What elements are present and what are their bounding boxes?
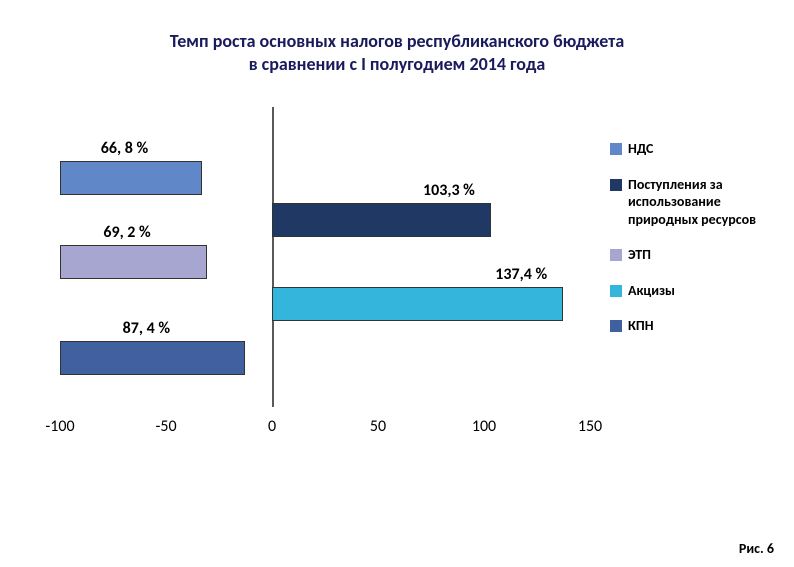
x-axis: -100-50050100150 bbox=[60, 417, 590, 447]
plot-region: 66, 8 % 103,3 % 69, 2 % 137,4 % 87, 4 % bbox=[60, 107, 590, 407]
title-line-2: в сравнении с I полугодием 2014 года bbox=[249, 53, 546, 75]
legend-swatch bbox=[610, 249, 622, 261]
x-tick: -100 bbox=[45, 417, 74, 436]
legend-label: ЭТП bbox=[628, 246, 651, 264]
legend: НДС Поступления за использование природны… bbox=[610, 140, 780, 353]
y-axis-line bbox=[272, 107, 274, 407]
x-tick: 100 bbox=[472, 417, 496, 436]
legend-item: НДС bbox=[610, 140, 780, 158]
bar-Ресурсы bbox=[272, 203, 491, 237]
legend-swatch bbox=[610, 179, 622, 191]
legend-item: Акцизы bbox=[610, 282, 780, 300]
page: Темп роста основных налогов республиканс… bbox=[0, 0, 794, 567]
x-tick: -50 bbox=[155, 417, 176, 436]
legend-item: Поступления за использование природных р… bbox=[610, 176, 780, 229]
bar-label-ЭТП: 69, 2 % bbox=[103, 223, 150, 242]
bar-label-Ресурсы: 103,3 % bbox=[423, 181, 475, 200]
legend-label: НДС bbox=[628, 140, 653, 158]
bar-label-Акцизы: 137,4 % bbox=[495, 265, 547, 284]
x-tick: 150 bbox=[578, 417, 602, 436]
x-tick: 50 bbox=[370, 417, 386, 436]
bar-ЭТП bbox=[60, 245, 207, 279]
bar-НДС bbox=[60, 161, 202, 195]
bar-label-НДС: 66, 8 % bbox=[101, 139, 148, 158]
title-line-1: Темп роста основных налогов республиканс… bbox=[170, 30, 624, 52]
legend-label: Поступления за использование природных р… bbox=[628, 176, 780, 229]
chart-area: 66, 8 %103,3 %69, 2 %137,4 %87, 4 % -100… bbox=[60, 107, 590, 457]
legend-item: КПН bbox=[610, 317, 780, 335]
chart-title: Темп роста основных налогов республиканс… bbox=[40, 30, 754, 77]
legend-swatch bbox=[610, 320, 622, 332]
legend-swatch bbox=[610, 143, 622, 155]
bar-КПН bbox=[60, 341, 245, 375]
legend-swatch bbox=[610, 285, 622, 297]
legend-label: Акцизы bbox=[628, 282, 675, 300]
figure-number: Рис. 6 bbox=[739, 540, 774, 557]
bar-Акцизы bbox=[272, 287, 563, 321]
x-tick: 0 bbox=[268, 417, 276, 436]
legend-item: ЭТП bbox=[610, 246, 780, 264]
bar-label-КПН: 87, 4 % bbox=[123, 319, 170, 338]
legend-label: КПН bbox=[628, 317, 654, 335]
